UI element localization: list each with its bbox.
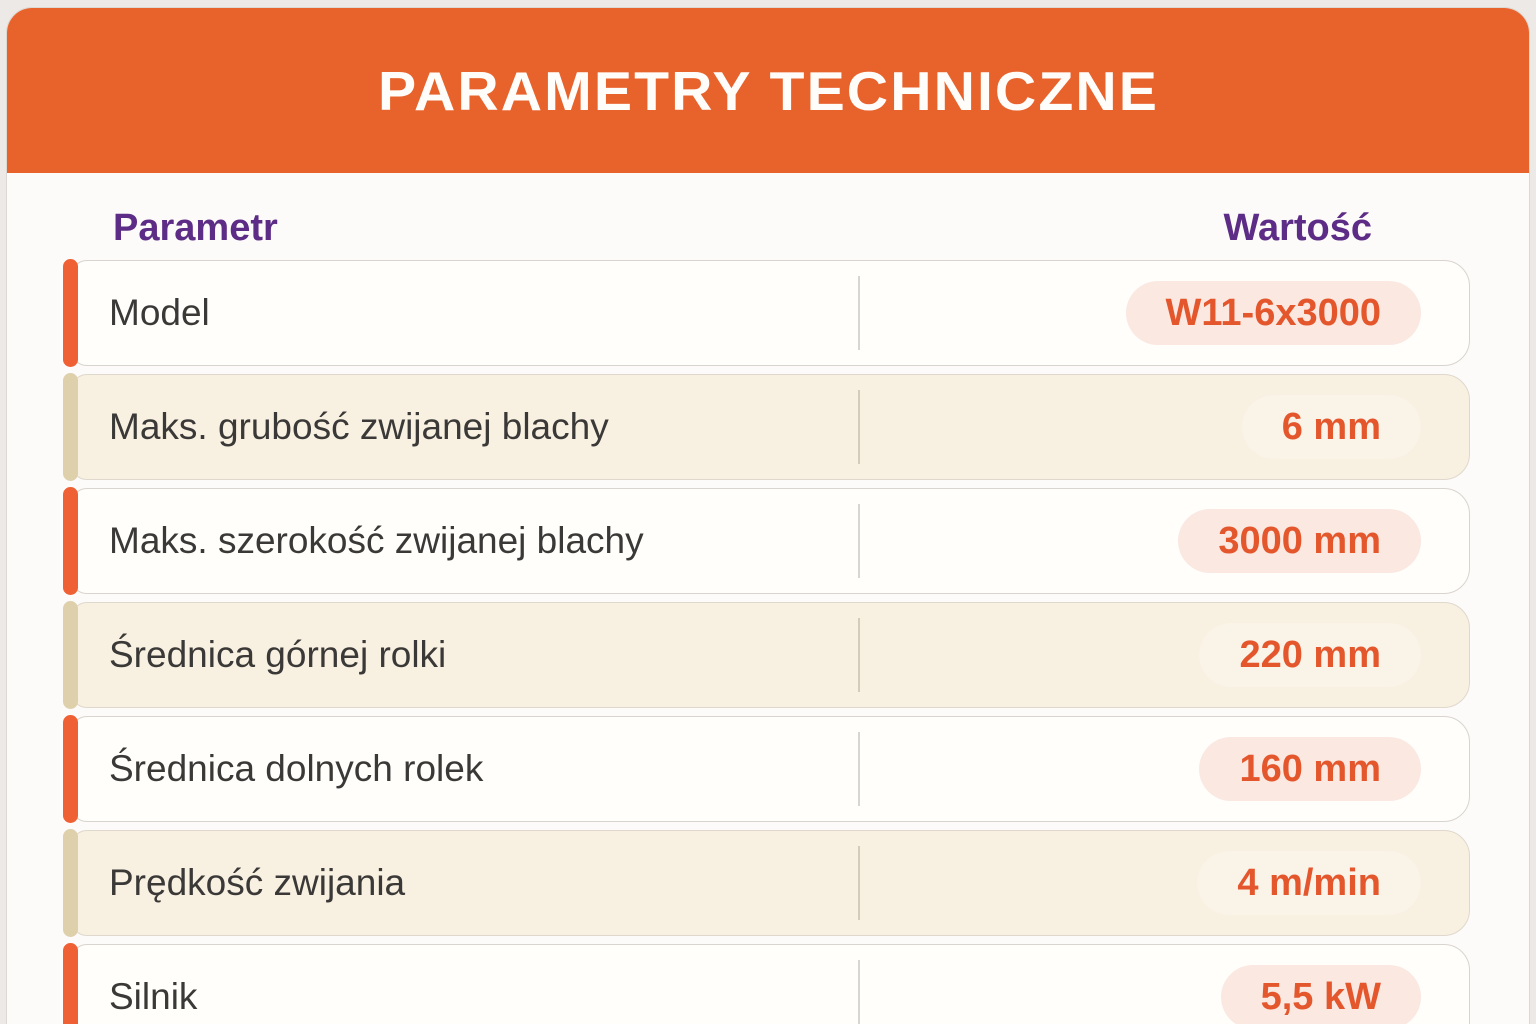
table-row: Silnik 5,5 kW: [63, 943, 1470, 1024]
column-header-parameter: Parametr: [113, 206, 278, 249]
column-divider: [858, 960, 860, 1024]
parameter-label: Maks. szerokość zwijanej blachy: [109, 520, 644, 561]
row-accent-bar: [63, 829, 78, 937]
row-accent-bar: [63, 259, 78, 367]
column-divider: [858, 846, 860, 920]
row-accent-bar: [63, 715, 78, 823]
parameter-label: Maks. grubość zwijanej blachy: [109, 406, 609, 447]
value-badge: 3000 mm: [1178, 509, 1421, 573]
parameter-label: Średnica dolnych rolek: [109, 748, 484, 789]
row-accent-bar: [63, 601, 78, 709]
value-cell: 3000 mm: [1178, 488, 1421, 594]
parameter-label: Prędkość zwijania: [109, 862, 406, 903]
value-badge: 160 mm: [1199, 737, 1421, 801]
parameter-label: Średnica górnej rolki: [109, 634, 447, 675]
row-background-card: [71, 374, 1470, 480]
value-cell: 220 mm: [1199, 602, 1421, 708]
table-row: Prędkość zwijania 4 m/min: [63, 829, 1470, 937]
row-accent-bar: [63, 943, 78, 1024]
value-cell: 5,5 kW: [1220, 944, 1421, 1024]
table-row: Średnica górnej rolki 220 mm: [63, 601, 1470, 709]
table-row: Maks. szerokość zwijanej blachy 3000 mm: [63, 487, 1470, 595]
column-divider: [858, 276, 860, 350]
column-divider: [858, 732, 860, 806]
value-badge: 220 mm: [1199, 623, 1421, 687]
page-title: PARAMETRY TECHNICZNE: [377, 59, 1159, 122]
row-accent-bar: [63, 487, 78, 595]
value-cell: 6 mm: [1241, 374, 1421, 480]
value-cell: W11-6x3000: [1125, 260, 1421, 366]
table-column-headers: Parametr Wartość: [63, 204, 1470, 252]
column-header-value: Wartość: [1223, 206, 1372, 249]
value-badge: W11-6x3000: [1125, 281, 1421, 345]
table-row: Model W11-6x3000: [63, 259, 1470, 367]
column-divider: [858, 618, 860, 692]
value-badge: 5,5 kW: [1220, 965, 1421, 1024]
parameter-label: Model: [109, 292, 210, 333]
spec-sheet-card: PARAMETRY TECHNICZNE Parametr Wartość Mo…: [6, 7, 1530, 1024]
row-accent-bar: [63, 373, 78, 481]
column-divider: [858, 504, 860, 578]
value-badge: 4 m/min: [1197, 851, 1421, 915]
value-cell: 4 m/min: [1197, 830, 1421, 936]
value-badge: 6 mm: [1241, 395, 1421, 459]
value-cell: 160 mm: [1199, 716, 1421, 822]
column-divider: [858, 390, 860, 464]
parameters-table-body: Model W11-6x3000 Maks. grubość zwijanej …: [63, 259, 1470, 1024]
table-row: Maks. grubość zwijanej blachy 6 mm: [63, 373, 1470, 481]
table-row: Średnica dolnych rolek 160 mm: [63, 715, 1470, 823]
parameter-label: Silnik: [109, 976, 198, 1017]
title-banner: PARAMETRY TECHNICZNE: [7, 8, 1529, 173]
